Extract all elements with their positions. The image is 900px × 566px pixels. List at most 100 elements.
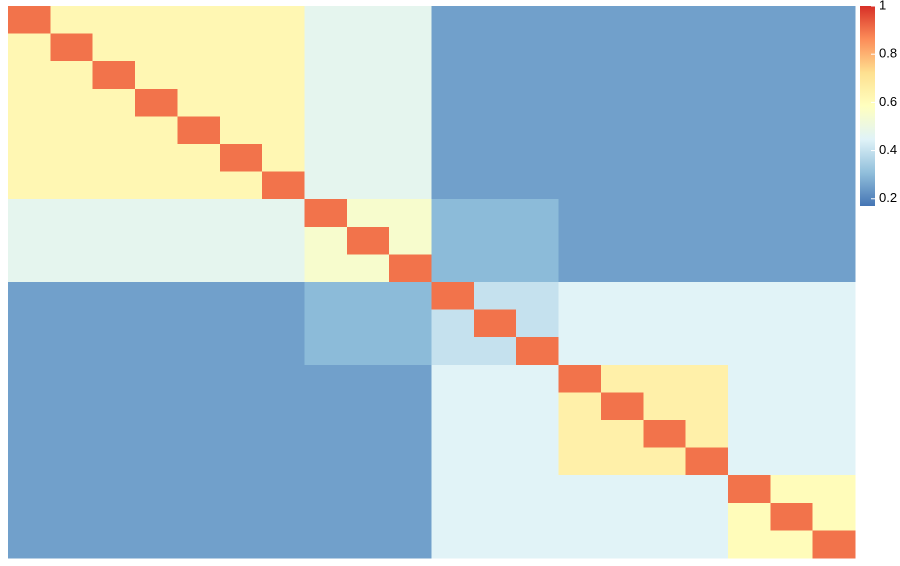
cell — [516, 364, 560, 393]
cell — [177, 392, 221, 421]
cell — [262, 420, 305, 449]
cell — [431, 171, 475, 200]
cell — [219, 392, 263, 421]
cell — [558, 144, 602, 173]
cell — [177, 144, 221, 173]
cell — [177, 116, 221, 145]
cell — [177, 530, 221, 559]
cell — [92, 144, 136, 173]
cell — [727, 226, 771, 255]
cell — [262, 337, 305, 366]
cell — [431, 61, 475, 90]
cell — [219, 530, 263, 559]
cell — [685, 171, 729, 200]
cell — [770, 61, 814, 90]
cell — [177, 226, 221, 255]
cell — [600, 282, 644, 311]
cell — [219, 88, 263, 117]
cell — [812, 88, 856, 117]
cell — [727, 33, 771, 62]
cell — [389, 530, 432, 559]
cell — [219, 309, 263, 338]
cell — [600, 530, 644, 559]
cell — [600, 309, 644, 338]
cell — [92, 309, 136, 338]
cell — [50, 420, 94, 449]
cell — [558, 502, 602, 531]
cell — [727, 364, 771, 393]
cell — [812, 254, 856, 283]
cell — [431, 447, 475, 476]
cell — [516, 116, 560, 145]
cell — [558, 61, 602, 90]
colorbar — [860, 6, 875, 206]
cell — [389, 309, 432, 338]
cell — [50, 282, 94, 311]
cell — [135, 420, 178, 449]
cell — [473, 447, 517, 476]
cell — [812, 309, 856, 338]
cell — [727, 392, 771, 421]
cell — [473, 6, 517, 35]
cell — [558, 337, 602, 366]
cell — [92, 254, 136, 283]
cell — [389, 226, 432, 255]
cell — [643, 199, 687, 228]
cell — [685, 475, 729, 504]
cell — [516, 447, 560, 476]
cell — [643, 392, 687, 421]
cell — [643, 144, 687, 173]
cell — [770, 309, 814, 338]
cell — [727, 144, 771, 173]
cell — [516, 475, 560, 504]
cell — [685, 309, 729, 338]
cell — [473, 530, 517, 559]
cell — [389, 337, 432, 366]
cell — [177, 61, 221, 90]
cell — [558, 530, 602, 559]
cell — [346, 502, 390, 531]
cell — [8, 502, 51, 531]
cell — [600, 88, 644, 117]
cell — [516, 171, 560, 200]
cell — [600, 116, 644, 145]
cell — [50, 6, 94, 35]
cell — [600, 254, 644, 283]
cell — [516, 199, 560, 228]
cell — [219, 337, 263, 366]
cell — [8, 88, 51, 117]
cell — [431, 88, 475, 117]
cell — [600, 392, 644, 421]
cell — [92, 530, 136, 559]
cell — [92, 420, 136, 449]
cell — [50, 475, 94, 504]
cell — [643, 254, 687, 283]
cell — [219, 116, 263, 145]
cell — [431, 199, 475, 228]
cell — [727, 530, 771, 559]
cell — [600, 226, 644, 255]
cell — [262, 364, 305, 393]
cell — [304, 447, 348, 476]
cell — [770, 475, 814, 504]
cell — [685, 502, 729, 531]
heatmap — [8, 6, 856, 559]
cell — [8, 364, 51, 393]
cell — [304, 475, 348, 504]
cell — [346, 392, 390, 421]
cell — [812, 116, 856, 145]
cell — [727, 447, 771, 476]
cell — [685, 61, 729, 90]
cell — [727, 502, 771, 531]
cell — [473, 337, 517, 366]
cell — [262, 116, 305, 145]
cell — [600, 199, 644, 228]
cell — [558, 282, 602, 311]
cell — [812, 61, 856, 90]
cell — [389, 199, 432, 228]
cell — [92, 447, 136, 476]
cell — [8, 447, 51, 476]
cell — [473, 33, 517, 62]
cell — [516, 88, 560, 117]
